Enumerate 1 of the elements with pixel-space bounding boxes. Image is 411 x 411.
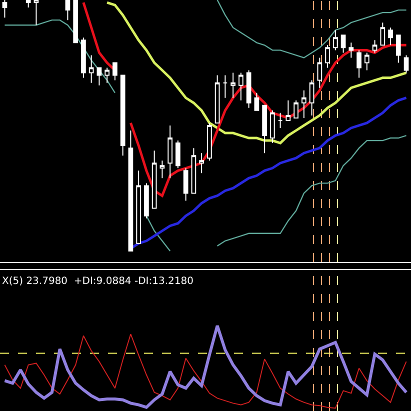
text: X(5) 23.7980 +DI:9.0884 -DI:13.2180 xyxy=(2,276,194,287)
